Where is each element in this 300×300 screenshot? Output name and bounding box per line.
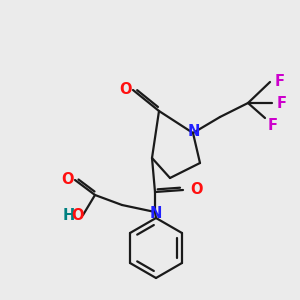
Text: N: N: [150, 206, 162, 220]
Text: O: O: [120, 82, 132, 98]
Text: F: F: [275, 74, 285, 89]
Text: O: O: [62, 172, 74, 188]
Text: F: F: [268, 118, 278, 133]
Text: N: N: [188, 124, 200, 140]
Text: F: F: [277, 95, 287, 110]
Text: O: O: [72, 208, 84, 223]
Text: O: O: [190, 182, 203, 197]
Text: H: H: [63, 208, 75, 223]
